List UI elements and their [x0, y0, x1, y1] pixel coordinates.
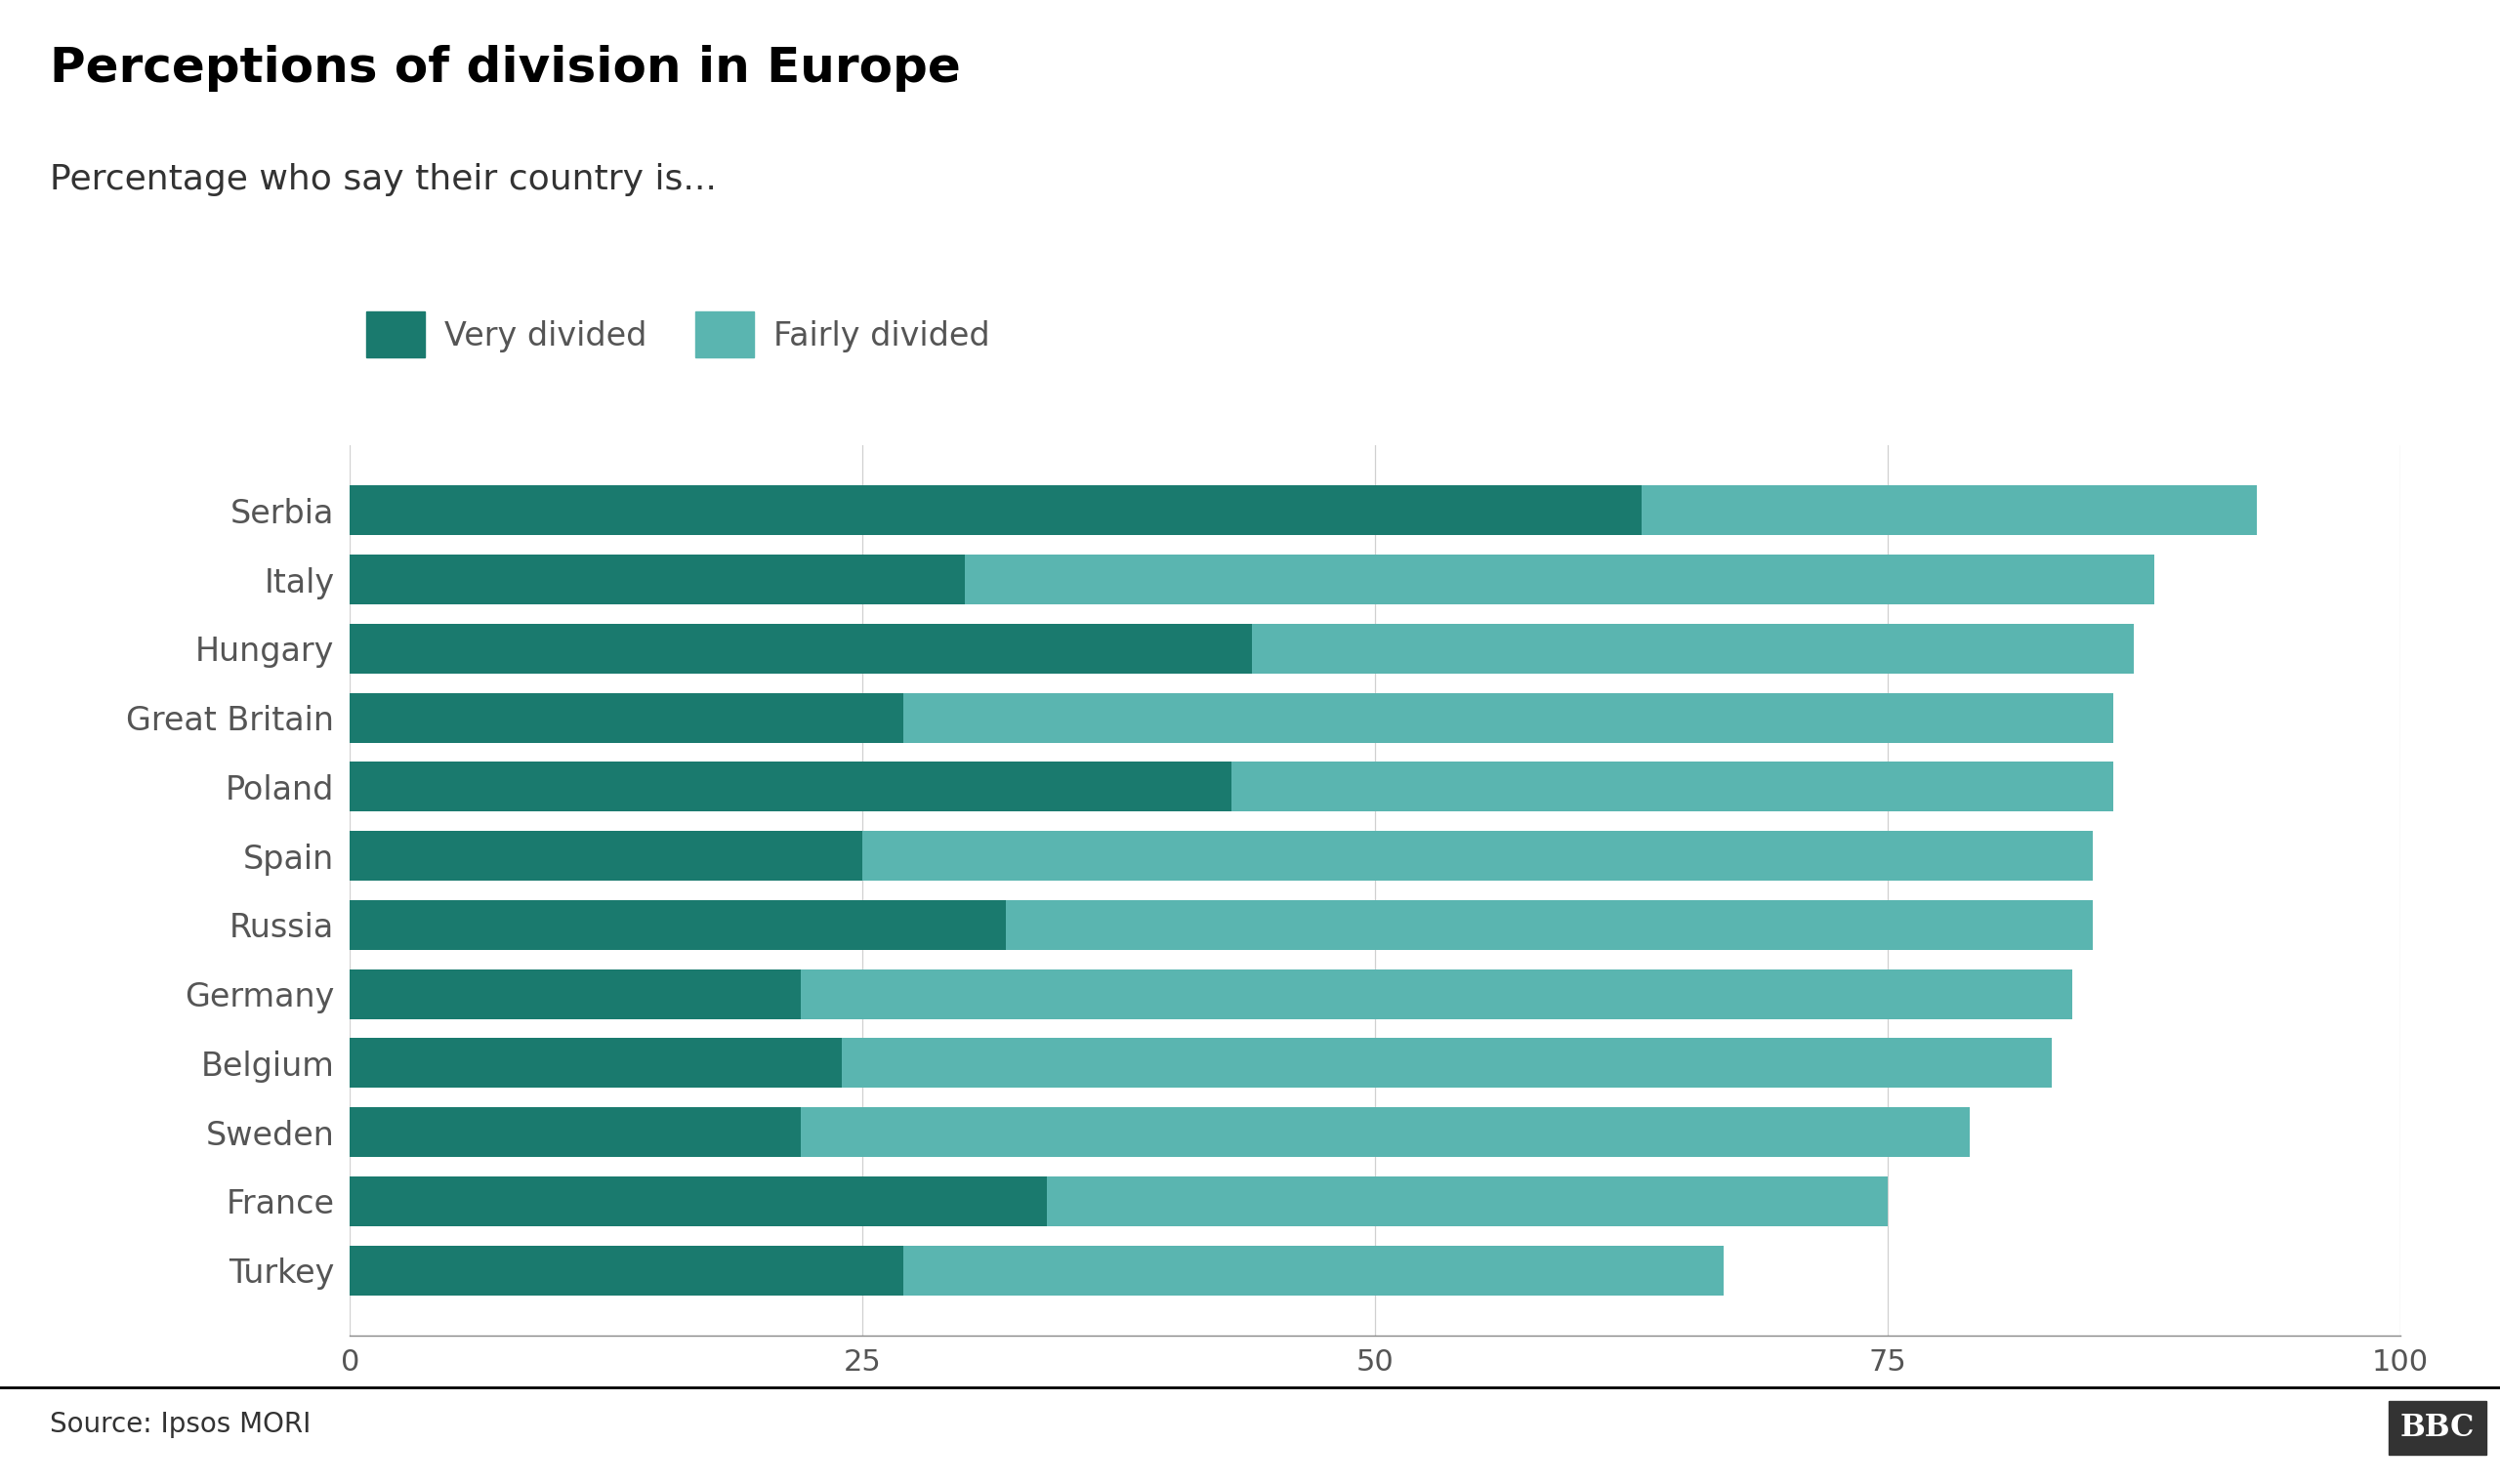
Text: Perceptions of division in Europe: Perceptions of division in Europe: [50, 45, 960, 92]
Bar: [1642, 485, 2258, 536]
Bar: [800, 1107, 1970, 1158]
Bar: [1047, 1177, 1888, 1226]
Bar: [902, 693, 2112, 742]
Bar: [350, 693, 903, 742]
Bar: [350, 761, 1232, 812]
Bar: [1005, 901, 2093, 950]
Bar: [842, 1039, 2052, 1088]
Bar: [350, 901, 1005, 950]
Bar: [350, 1177, 1047, 1226]
Bar: [965, 555, 2155, 604]
Bar: [350, 623, 1252, 674]
Bar: [800, 969, 2072, 1020]
Bar: [1252, 623, 2132, 674]
Bar: [350, 1039, 842, 1088]
Legend: Very divided, Fairly divided: Very divided, Fairly divided: [368, 312, 990, 358]
Bar: [1232, 761, 2112, 812]
Bar: [350, 831, 862, 880]
Bar: [350, 1107, 800, 1158]
Bar: [862, 831, 2092, 880]
Bar: [350, 555, 965, 604]
Text: BBC: BBC: [2400, 1413, 2475, 1442]
Bar: [350, 969, 800, 1020]
Bar: [350, 1245, 903, 1296]
Text: Source: Ipsos MORI: Source: Ipsos MORI: [50, 1411, 310, 1438]
Bar: [350, 485, 1642, 536]
Bar: [902, 1245, 1722, 1296]
Text: Percentage who say their country is...: Percentage who say their country is...: [50, 163, 717, 196]
